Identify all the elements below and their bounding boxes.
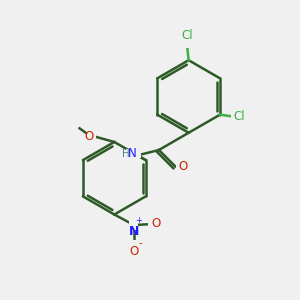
Text: -: - (138, 238, 142, 248)
Text: N: N (128, 226, 139, 238)
Text: Cl: Cl (182, 29, 193, 42)
Text: Cl: Cl (233, 110, 245, 123)
FancyBboxPatch shape (129, 221, 138, 230)
FancyBboxPatch shape (126, 149, 141, 158)
Text: +: + (135, 216, 142, 225)
FancyBboxPatch shape (148, 220, 157, 228)
FancyBboxPatch shape (180, 39, 195, 47)
Text: O: O (151, 217, 160, 230)
FancyBboxPatch shape (231, 112, 246, 120)
Text: H: H (122, 148, 130, 159)
Text: O: O (178, 160, 188, 173)
Text: O: O (84, 130, 93, 142)
Text: N: N (128, 147, 136, 160)
FancyBboxPatch shape (87, 132, 96, 140)
Text: O: O (129, 244, 138, 257)
FancyBboxPatch shape (176, 162, 185, 170)
FancyBboxPatch shape (129, 240, 141, 249)
